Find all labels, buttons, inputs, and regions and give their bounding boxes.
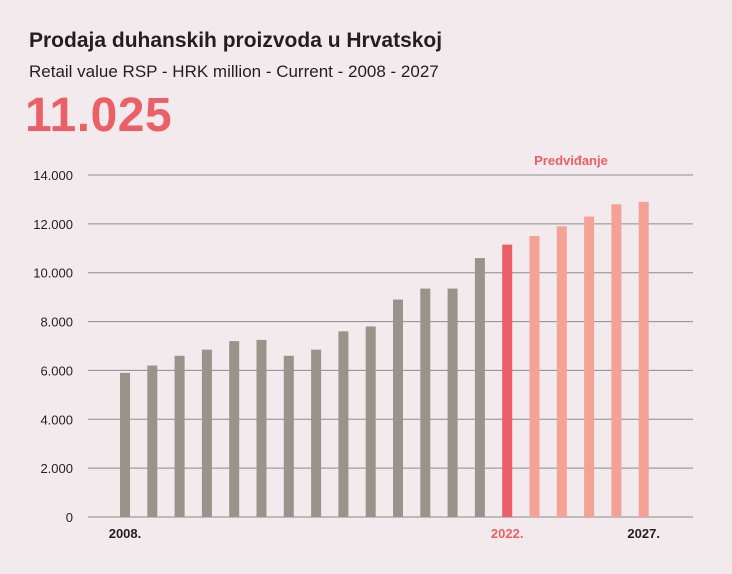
bar-2012 <box>229 341 240 517</box>
y-tick-label: 2.000 <box>40 461 73 476</box>
bar-2014 <box>283 355 294 517</box>
bar-2015 <box>311 349 322 517</box>
chart-subtitle: Retail value RSP - HRK million - Current… <box>29 62 439 81</box>
bars <box>120 201 649 518</box>
bar-2018 <box>393 299 403 517</box>
forecast-label: Predviđanje <box>534 153 608 168</box>
bar-2020 <box>447 288 458 517</box>
bar-2021 <box>474 258 485 517</box>
bar-2025 <box>584 216 595 517</box>
bar-2027 <box>638 201 649 517</box>
bar-2026 <box>611 204 622 518</box>
bar-2023 <box>529 236 540 518</box>
bar-2016 <box>338 331 349 517</box>
y-tick-label: 14.000 <box>33 168 73 183</box>
y-tick-label: 4.000 <box>40 412 73 427</box>
bar-2019 <box>420 288 431 517</box>
bar-2024 <box>556 226 567 518</box>
y-tick-label: 0 <box>66 510 73 525</box>
y-tick-label: 10.000 <box>33 266 73 281</box>
headline-value: 11.025 <box>25 89 173 142</box>
bar-2010 <box>174 355 185 517</box>
y-tick-label: 8.000 <box>40 315 73 330</box>
x-tick-label: 2027. <box>627 526 660 541</box>
bar-2013 <box>256 339 267 517</box>
bar-2011 <box>201 349 212 517</box>
x-tick-label: 2008. <box>109 526 142 541</box>
y-axis-ticks: 0 2.000 4.000 6.000 8.000 10.000 12.000 14.000 <box>33 168 73 525</box>
bar-2022 <box>502 244 513 517</box>
y-tick-label: 6.000 <box>40 363 73 378</box>
bar-2017 <box>365 326 376 517</box>
bar-2009 <box>147 365 158 517</box>
chart-title: Prodaja duhanskih proizvoda u Hrvatskoj <box>29 29 443 52</box>
y-tick-label: 12.000 <box>33 217 73 232</box>
x-axis-ticks: 2008. 2022. 2027. <box>109 526 660 541</box>
bar-2008 <box>120 372 130 517</box>
x-tick-label: 2022. <box>491 526 524 541</box>
